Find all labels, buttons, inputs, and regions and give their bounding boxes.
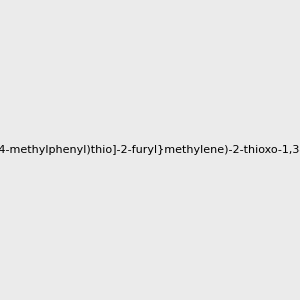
Text: 3-methyl-5-({5-[(4-methylphenyl)thio]-2-furyl}methylene)-2-thioxo-1,3-thiazolidi: 3-methyl-5-({5-[(4-methylphenyl)thio]-2-… (0, 145, 300, 155)
